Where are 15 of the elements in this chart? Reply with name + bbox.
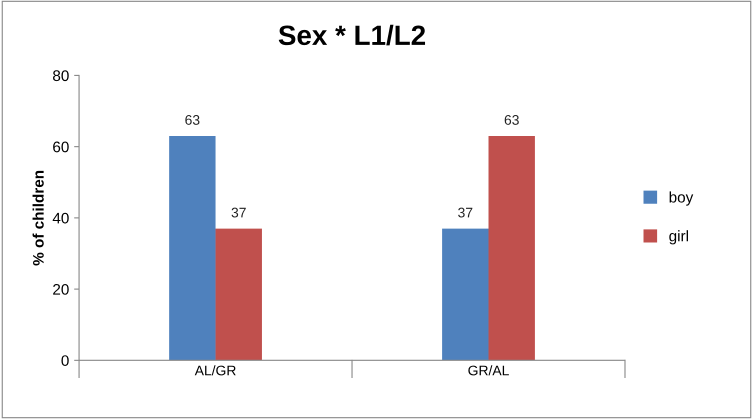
data-label: 63 bbox=[185, 115, 200, 125]
y-axis-title: % of children bbox=[32, 170, 44, 266]
x-tick-label: GR/AL bbox=[468, 365, 509, 376]
y-tick-label: 0 bbox=[61, 355, 69, 366]
data-label: 37 bbox=[458, 208, 472, 218]
chart-title: Sex * L1/L2 bbox=[278, 24, 426, 46]
x-tick-label: AL/GR bbox=[194, 365, 236, 376]
y-tick-label: 20 bbox=[53, 284, 69, 295]
data-label: 37 bbox=[232, 208, 246, 218]
y-tick-label: 60 bbox=[53, 142, 69, 152]
legend-label: boy bbox=[670, 191, 694, 206]
legend-label: girl bbox=[669, 230, 688, 244]
y-tick-label: 80 bbox=[53, 70, 69, 82]
data-label: 63 bbox=[504, 115, 519, 125]
y-tick-label: 40 bbox=[52, 212, 69, 224]
